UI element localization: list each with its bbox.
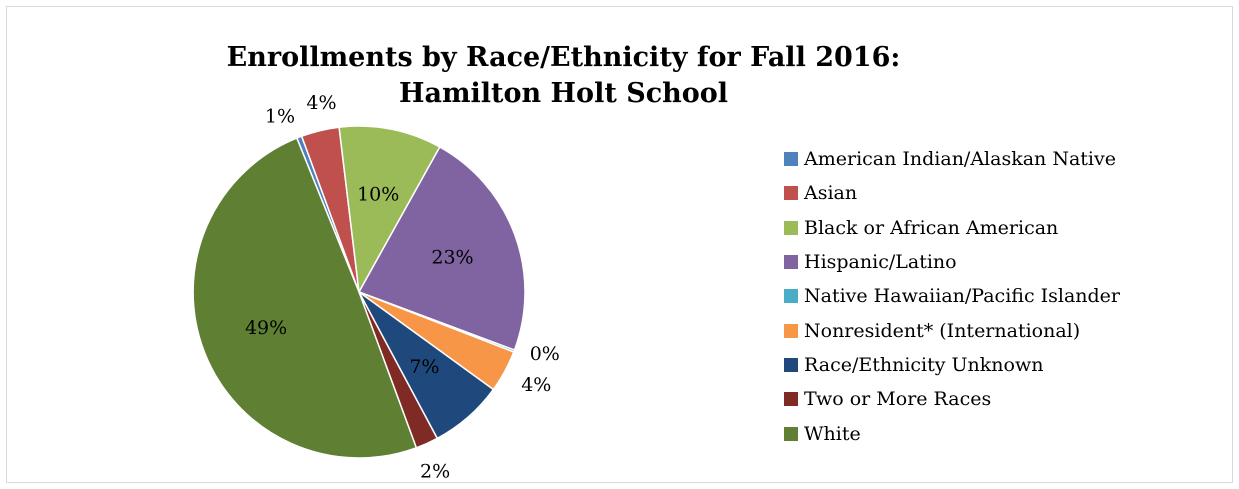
data-label-9: 49% bbox=[245, 317, 287, 339]
legend: American Indian/Alaskan Native Asian Black… bbox=[784, 142, 1120, 451]
legend-label-2: Asian bbox=[804, 182, 858, 205]
legend-swatch-2 bbox=[784, 186, 798, 201]
legend-label-8: Two or More Races bbox=[804, 388, 992, 411]
legend-item-6: Nonresident* (International) bbox=[784, 313, 1120, 347]
chart-subtitle: Hamilton Holt School bbox=[398, 78, 729, 109]
legend-label-6: Nonresident* (International) bbox=[804, 319, 1081, 342]
data-label-5: 0% bbox=[530, 343, 560, 365]
legend-label-1: American Indian/Alaskan Native bbox=[804, 148, 1116, 171]
legend-item-5: Native Hawaiian/Pacific Islander bbox=[784, 279, 1120, 313]
data-label-6: 4% bbox=[521, 374, 551, 396]
legend-item-8: Two or More Races bbox=[784, 382, 1120, 416]
legend-swatch-3 bbox=[784, 220, 798, 235]
legend-item-2: Asian bbox=[784, 176, 1120, 210]
data-label-1: 1% bbox=[265, 106, 295, 128]
legend-item-4: Hispanic/Latino bbox=[784, 245, 1120, 279]
data-label-4: 23% bbox=[431, 247, 473, 269]
data-label-2: 4% bbox=[306, 92, 336, 114]
legend-label-3: Black or African American bbox=[804, 216, 1059, 239]
data-label-8: 2% bbox=[420, 461, 450, 483]
legend-swatch-8 bbox=[784, 392, 798, 407]
legend-item-7: Race/Ethnicity Unknown bbox=[784, 348, 1120, 382]
legend-swatch-6 bbox=[784, 323, 798, 338]
legend-swatch-7 bbox=[784, 357, 798, 372]
chart-title: Enrollments by Race/Ethnicity for Fall 2… bbox=[226, 42, 901, 73]
chart-title-block: Enrollments by Race/Ethnicity for Fall 2… bbox=[0, 40, 1127, 112]
pie-slice-4 bbox=[357, 145, 526, 352]
legend-swatch-4 bbox=[784, 255, 798, 270]
pie-slice-9 bbox=[192, 137, 418, 459]
legend-item-1: American Indian/Alaskan Native bbox=[784, 142, 1120, 176]
pie-data-labels: 1% 4% 10% 23% 0% 4% 7% 2% 49% bbox=[245, 92, 560, 483]
legend-item-9: White bbox=[784, 416, 1120, 450]
pie-slices bbox=[192, 125, 526, 459]
legend-swatch-1 bbox=[784, 152, 798, 167]
legend-label-5: Native Hawaiian/Pacific Islander bbox=[804, 285, 1121, 308]
legend-swatch-9 bbox=[784, 426, 798, 441]
legend-label-9: White bbox=[804, 422, 861, 445]
data-label-7: 7% bbox=[409, 356, 439, 378]
legend-swatch-5 bbox=[784, 289, 798, 304]
legend-item-3: Black or African American bbox=[784, 211, 1120, 245]
legend-label-4: Hispanic/Latino bbox=[804, 251, 957, 274]
pie-slice-3 bbox=[338, 125, 441, 295]
legend-label-7: Race/Ethnicity Unknown bbox=[804, 353, 1044, 376]
data-label-3: 10% bbox=[357, 183, 399, 205]
